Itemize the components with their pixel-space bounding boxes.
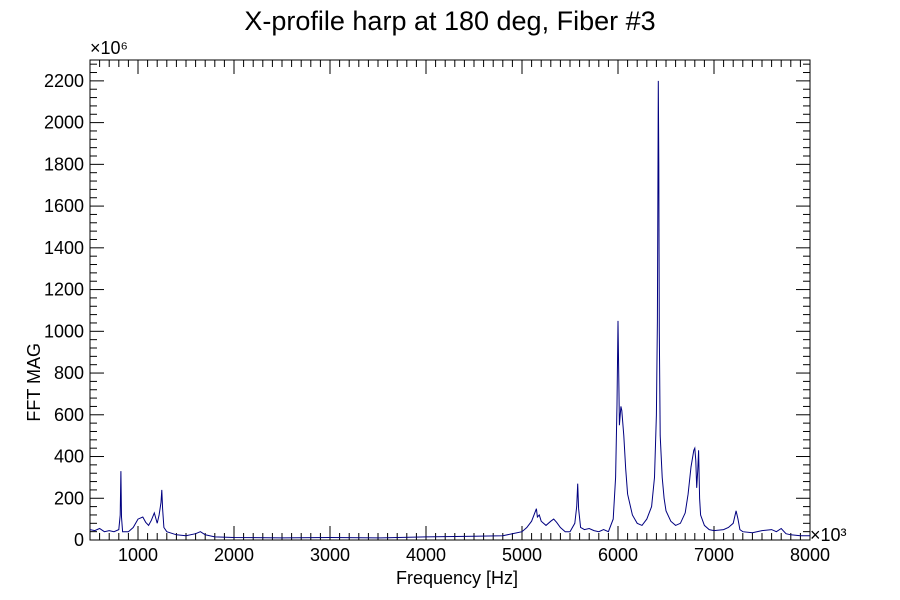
y-tick-label: 400 <box>54 447 84 467</box>
y-tick-label: 800 <box>54 363 84 383</box>
x-tick-label: 7000 <box>694 545 734 565</box>
y-tick-label: 1800 <box>44 154 84 174</box>
y-tick-label: 600 <box>54 405 84 425</box>
chart-title: X-profile harp at 180 deg, Fiber #3 <box>244 6 655 36</box>
y-axis-multiplier: ×10⁶ <box>90 38 128 58</box>
plot-frame <box>89 59 811 541</box>
series-line <box>89 80 810 539</box>
x-axis-multiplier: ×10³ <box>810 525 847 545</box>
series-group <box>89 80 810 539</box>
y-tick-label: 1600 <box>44 196 84 216</box>
y-tick-label: 1000 <box>44 321 84 341</box>
y-tick-label: 2200 <box>44 71 84 91</box>
y-tick-label: 1200 <box>44 280 84 300</box>
x-axis-title: Frequency [Hz] <box>396 568 518 588</box>
y-tick-label: 200 <box>54 488 84 508</box>
y-tick-label: 1400 <box>44 238 84 258</box>
x-tick-label: 3000 <box>310 545 350 565</box>
x-tick-label: 4000 <box>406 545 446 565</box>
x-tick-label: 2000 <box>214 545 254 565</box>
x-tick-label: 1000 <box>118 545 158 565</box>
x-tick-label: 8000 <box>790 545 830 565</box>
y-axis-ticks <box>90 63 810 541</box>
y-axis-title: FFT MAG <box>24 343 44 422</box>
x-tick-label: 5000 <box>502 545 542 565</box>
x-tick-label: 6000 <box>598 545 638 565</box>
x-axis-ticks <box>89 60 811 540</box>
y-tick-label: 0 <box>74 530 84 550</box>
y-tick-label: 2000 <box>44 113 84 133</box>
x-axis-tick-labels: 1000 2000 3000 4000 5000 6000 7000 8000 <box>118 545 830 565</box>
y-axis-tick-labels: 0 200 400 600 800 1000 1200 1400 1600 1800 2000 220… <box>44 71 84 550</box>
